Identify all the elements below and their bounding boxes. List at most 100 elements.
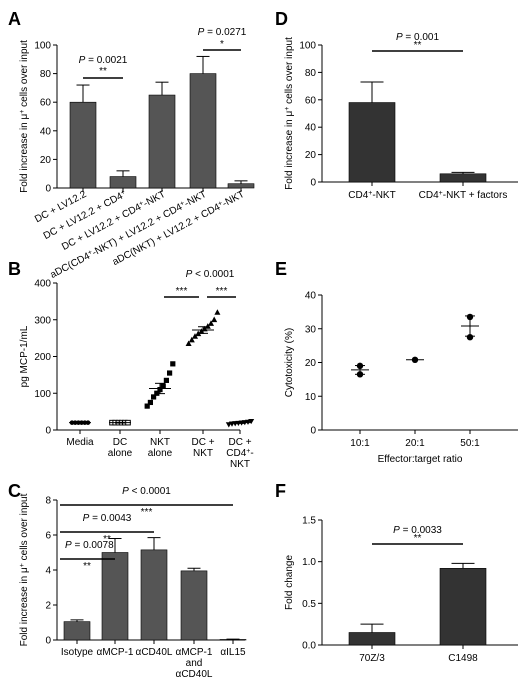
data-point bbox=[192, 333, 198, 339]
x-tick-label: αMCP-1 bbox=[97, 647, 134, 658]
bar bbox=[63, 621, 91, 641]
y-tick-label: 1.5 bbox=[302, 516, 316, 527]
bar bbox=[189, 73, 217, 189]
p-value-label: P = 0.001 bbox=[396, 32, 440, 43]
bar bbox=[439, 173, 487, 183]
significance-stars: ** bbox=[103, 534, 111, 545]
bar bbox=[439, 568, 487, 646]
y-tick-label: 20 bbox=[305, 358, 317, 369]
data-point bbox=[466, 333, 474, 341]
y-tick-label: 60 bbox=[40, 98, 52, 109]
panel-f: F 0.0 0.5 1.0 1.5 Fold change 70Z/3 C1498 P = 0.… bbox=[275, 481, 518, 664]
data-point bbox=[204, 323, 211, 329]
panel-label: E bbox=[275, 259, 287, 279]
y-tick-label: 100 bbox=[299, 41, 316, 52]
x-tick-label: αIL15 bbox=[220, 647, 246, 658]
y-tick-label: 4 bbox=[45, 566, 51, 577]
y-tick-label: 100 bbox=[34, 41, 51, 52]
significance-stars: ** bbox=[414, 533, 422, 544]
p-value-label: P < 0.0001 bbox=[186, 269, 235, 280]
data-point bbox=[160, 383, 166, 389]
panel-label: D bbox=[275, 9, 288, 29]
significance-stars: ** bbox=[83, 561, 91, 572]
y-tick-label: 400 bbox=[34, 279, 51, 290]
panel-label: A bbox=[8, 9, 21, 29]
bar bbox=[109, 176, 137, 189]
significance-stars: ** bbox=[99, 66, 107, 77]
data-point bbox=[144, 403, 150, 409]
p-value-label: P = 0.0078 bbox=[65, 540, 114, 551]
y-tick-label: 40 bbox=[40, 126, 52, 137]
y-tick-label: 0.5 bbox=[302, 599, 316, 610]
x-tick-label: Isotype bbox=[61, 647, 94, 658]
y-tick-label: 40 bbox=[305, 291, 317, 302]
bar bbox=[227, 183, 255, 189]
y-axis-label: Cytotoxicity (%) bbox=[284, 328, 295, 397]
y-tick-label: 0 bbox=[45, 426, 51, 437]
x-tick-label: 70Z/3 bbox=[359, 653, 385, 664]
panel-label: F bbox=[275, 481, 286, 501]
bar bbox=[148, 94, 176, 189]
x-tick-label: NKT alone bbox=[148, 437, 173, 459]
x-tick-label: 20:1 bbox=[405, 438, 425, 449]
significance-stars: ** bbox=[414, 40, 422, 51]
y-tick-label: 300 bbox=[34, 315, 51, 326]
p-value-label: P = 0.0021 bbox=[79, 55, 128, 66]
y-tick-label: 80 bbox=[40, 69, 52, 80]
panel-label: C bbox=[8, 481, 21, 501]
x-tick-label: 50:1 bbox=[460, 438, 480, 449]
data-point bbox=[214, 309, 221, 315]
panel-label: B bbox=[8, 259, 21, 279]
y-tick-label: 2 bbox=[45, 601, 51, 612]
p-value-label: P = 0.0033 bbox=[393, 525, 442, 536]
y-axis-label: Fold increase in μ+ cells over input bbox=[19, 40, 31, 193]
significance-stars: *** bbox=[176, 286, 188, 297]
panel-c: C 0 2 4 6 8 Fold increase in μ+ cells over inp… bbox=[8, 481, 247, 680]
data-point bbox=[147, 399, 153, 406]
panel-e: E 0 10 20 30 40 Cytotoxicity (%) Effector:targe… bbox=[275, 259, 518, 465]
y-tick-label: 10 bbox=[305, 392, 317, 403]
data-point bbox=[167, 370, 173, 376]
p-value-label: P = 0.0271 bbox=[198, 27, 247, 38]
bar bbox=[348, 632, 396, 646]
p-value-label: P = 0.0043 bbox=[83, 513, 132, 524]
y-tick-label: 40 bbox=[305, 123, 317, 134]
significance-stars: *** bbox=[216, 286, 228, 297]
y-tick-label: 60 bbox=[305, 95, 317, 106]
data-point bbox=[188, 336, 195, 343]
y-tick-label: 0 bbox=[45, 636, 51, 647]
x-tick-label: CD4+-NKT + factors bbox=[419, 190, 508, 202]
bar bbox=[140, 549, 168, 641]
y-tick-label: 20 bbox=[305, 150, 317, 161]
bar bbox=[69, 101, 97, 189]
y-tick-label: 6 bbox=[45, 531, 51, 542]
data-point bbox=[163, 377, 169, 383]
y-tick-label: 80 bbox=[305, 68, 317, 79]
data-point bbox=[151, 394, 157, 400]
bar bbox=[348, 102, 396, 183]
data-point bbox=[170, 361, 176, 367]
y-tick-label: 20 bbox=[40, 155, 52, 166]
x-tick-label: DC + CD4+-NKT bbox=[226, 437, 253, 470]
x-tick-label: αCD40L bbox=[136, 647, 173, 658]
data-point bbox=[208, 320, 214, 326]
y-tick-label: 8 bbox=[45, 496, 51, 507]
y-tick-label: 200 bbox=[34, 352, 51, 363]
bar bbox=[180, 570, 208, 641]
significance-stars: * bbox=[220, 39, 224, 50]
y-axis-label: pg MCP-1/mL bbox=[19, 325, 30, 387]
x-tick-label: DC alone bbox=[108, 437, 133, 459]
x-tick-label: DC + NKT bbox=[191, 437, 214, 459]
data-point bbox=[185, 340, 192, 347]
x-tick-label: αMCP-1 and αCD40L bbox=[176, 647, 213, 680]
panel-b: B 0 100 200 300 400 pg MCP-1/mL Media DC alone NKT… bbox=[8, 259, 255, 470]
data-point bbox=[211, 316, 218, 323]
x-tick-label: CD4+-NKT bbox=[348, 190, 395, 202]
y-tick-label: 30 bbox=[305, 324, 317, 335]
y-tick-label: 0 bbox=[310, 426, 316, 437]
y-tick-label: 0.0 bbox=[302, 641, 316, 652]
x-tick-label: Media bbox=[66, 437, 94, 448]
